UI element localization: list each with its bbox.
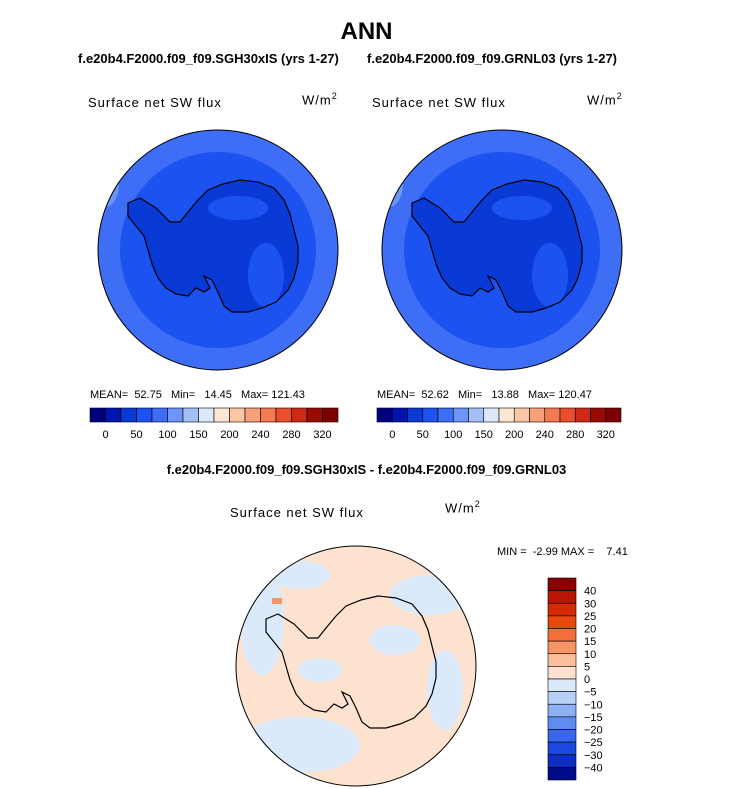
- colorbar-tick-label: 5: [584, 661, 590, 673]
- colorbar-swatch: [407, 407, 424, 423]
- panel1-colorbar: 0 50 100 150 200 240 280 320: [89, 407, 339, 441]
- colorbar-swatch: [547, 741, 577, 756]
- colorbar-tick-label: 100: [158, 429, 176, 441]
- colorbar-swatch: [513, 407, 530, 423]
- panel2-map: [381, 129, 623, 371]
- colorbar-tick-label: 240: [536, 429, 554, 441]
- colorbar-tick-label: 0: [389, 429, 395, 441]
- colorbar-swatch: [547, 615, 577, 629]
- colorbar-tick-label: 320: [313, 429, 331, 441]
- colorbar-swatch: [544, 407, 561, 423]
- panel2-colorbar: 0 50 100 150 200 240 280 320: [376, 407, 622, 441]
- panel1-title: f.e20b4.F2000.f09_f09.SGH30xIS (yrs 1-27…: [78, 51, 339, 66]
- colorbar-swatch: [105, 407, 122, 423]
- colorbar-tick-label: 40: [584, 586, 596, 598]
- panel2-stats: MEAN= 52.62 Min= 13.88 Max= 120.47: [377, 389, 592, 401]
- figure-title: ANN: [340, 18, 393, 45]
- colorbar-tick-label: 15: [584, 636, 596, 648]
- colorbar-swatch: [291, 407, 308, 423]
- colorbar-tick-label: 280: [282, 429, 300, 441]
- colorbar-swatch: [229, 407, 246, 423]
- panel1-units: W/m2: [302, 91, 338, 108]
- colorbar-swatch: [306, 407, 323, 423]
- colorbar-swatch: [547, 767, 577, 781]
- colorbar-swatch: [275, 407, 292, 423]
- colorbar-tick-label: 50: [130, 429, 142, 441]
- colorbar-tick-label: −20: [584, 725, 603, 737]
- colorbar-swatch: [498, 407, 515, 423]
- colorbar-tick-label: 150: [475, 429, 493, 441]
- colorbar-tick-label: −30: [584, 750, 603, 762]
- colorbar-tick-label: 150: [189, 429, 207, 441]
- panel2-variable-label: Surface net SW flux: [372, 95, 506, 110]
- colorbar-tick-label: 25: [584, 611, 596, 623]
- colorbar-swatch: [590, 407, 607, 423]
- colorbar-tick-label: 200: [220, 429, 238, 441]
- colorbar-swatch: [376, 407, 393, 423]
- diff-units: W/m2: [445, 499, 481, 516]
- colorbar-swatch: [547, 754, 577, 768]
- colorbar-tick-label: 200: [505, 429, 523, 441]
- colorbar-swatch: [244, 407, 261, 423]
- colorbar-swatch: [452, 407, 469, 423]
- colorbar-swatch: [559, 407, 576, 423]
- colorbar-tick-label: −5: [584, 687, 597, 699]
- colorbar-swatch: [437, 407, 454, 423]
- colorbar-tick-label: 30: [584, 598, 596, 610]
- diff-map: [235, 545, 477, 787]
- colorbar-swatch: [547, 666, 577, 680]
- colorbar-tick-label: 280: [566, 429, 584, 441]
- colorbar-swatch: [151, 407, 168, 423]
- colorbar-swatch: [547, 628, 577, 642]
- colorbar-swatch: [547, 716, 577, 730]
- colorbar-tick-label: 20: [584, 624, 596, 636]
- panel1-variable-label: Surface net SW flux: [88, 95, 222, 110]
- diff-stats: MIN = -2.99 MAX = 7.41: [497, 546, 628, 558]
- colorbar-swatch: [213, 407, 230, 423]
- colorbar-swatch: [547, 653, 577, 667]
- colorbar-swatch: [198, 407, 215, 423]
- diff-variable-label: Surface net SW flux: [230, 505, 364, 520]
- colorbar-swatch: [547, 590, 577, 604]
- colorbar-swatch: [547, 691, 577, 705]
- colorbar-tick-label: 0: [584, 674, 590, 686]
- colorbar-tick-label: 100: [444, 429, 462, 441]
- colorbar-swatch: [547, 602, 577, 617]
- colorbar-swatch: [260, 407, 277, 423]
- colorbar-tick-label: −25: [584, 737, 603, 749]
- colorbar-tick-label: 50: [417, 429, 429, 441]
- colorbar-swatch: [529, 407, 546, 423]
- colorbar-swatch: [89, 407, 106, 423]
- colorbar-swatch: [547, 729, 577, 743]
- colorbar-tick-label: −40: [584, 762, 603, 774]
- colorbar-tick-label: −15: [584, 712, 603, 724]
- diff-title: f.e20b4.F2000.f09_f09.SGH30xIS - f.e20b4…: [166, 462, 567, 477]
- colorbar-swatch: [605, 407, 622, 423]
- colorbar-swatch: [547, 678, 577, 692]
- panel2-units: W/m2: [587, 91, 623, 108]
- colorbar-swatch: [167, 407, 184, 423]
- colorbar-swatch: [136, 407, 153, 423]
- panel1-stats: MEAN= 52.75 Min= 14.45 Max= 121.43: [90, 389, 305, 401]
- colorbar-swatch: [182, 407, 199, 423]
- colorbar-swatch: [468, 407, 485, 423]
- colorbar-swatch: [391, 407, 408, 423]
- colorbar-tick-label: 0: [102, 429, 108, 441]
- colorbar-swatch: [547, 577, 577, 591]
- colorbar-swatch: [483, 407, 500, 423]
- colorbar-tick-label: 10: [584, 649, 596, 661]
- colorbar-swatch: [422, 407, 439, 423]
- panel1-map: [97, 129, 339, 371]
- colorbar-swatch: [574, 407, 591, 423]
- colorbar-tick-label: 320: [597, 429, 615, 441]
- colorbar-swatch: [547, 640, 577, 655]
- panel2-title: f.e20b4.F2000.f09_f09.GRNL03 (yrs 1-27): [367, 51, 618, 66]
- colorbar-tick-label: 240: [251, 429, 269, 441]
- colorbar-tick-label: −10: [584, 699, 603, 711]
- colorbar-swatch: [547, 703, 577, 718]
- colorbar-swatch: [322, 407, 339, 423]
- colorbar-swatch: [120, 407, 137, 423]
